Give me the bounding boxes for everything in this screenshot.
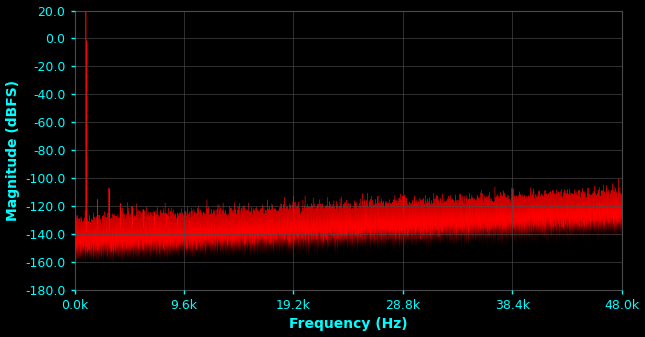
X-axis label: Frequency (Hz): Frequency (Hz) [289,317,408,332]
Y-axis label: Magnitude (dBFS): Magnitude (dBFS) [6,80,19,221]
